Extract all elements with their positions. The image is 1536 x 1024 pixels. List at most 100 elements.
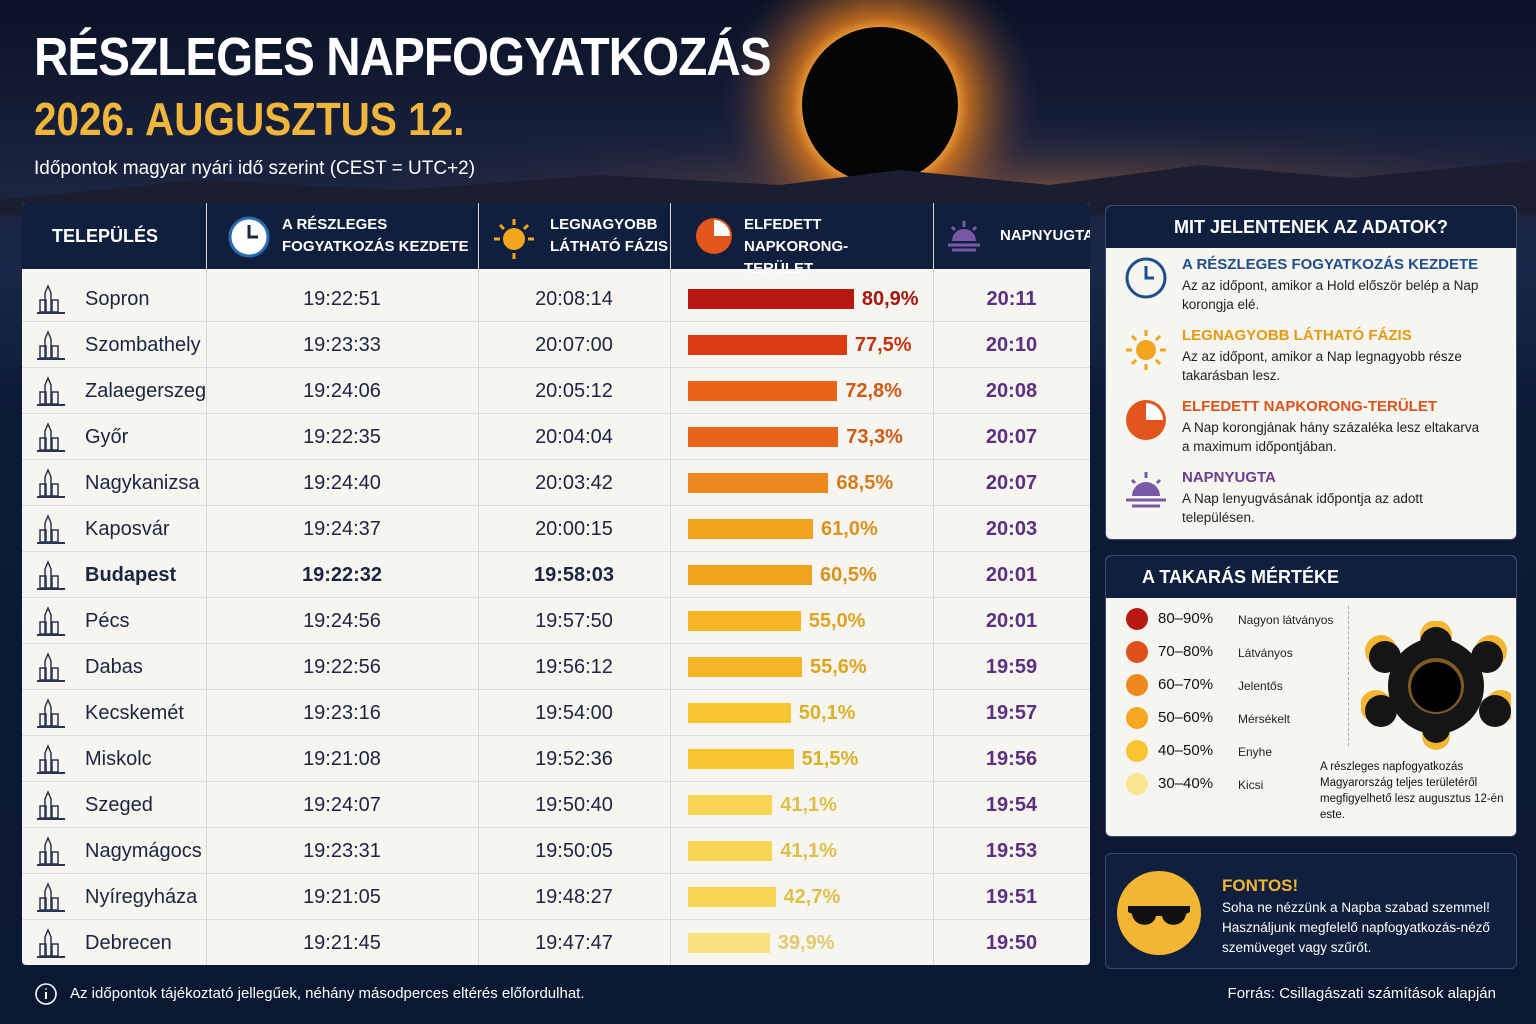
max-time: 20:03:42 xyxy=(535,472,613,494)
explain-panel: MIT JELENTENEK AZ ADATOK? A RÉSZLEGES FO… xyxy=(1105,205,1517,540)
start-time: 19:22:35 xyxy=(303,426,381,448)
city: Szombathely xyxy=(85,334,201,356)
coverage-bar xyxy=(688,703,791,723)
city-icon xyxy=(37,652,65,682)
max-time: 19:54:00 xyxy=(535,702,613,724)
sun-icon xyxy=(494,219,534,259)
info-icon xyxy=(35,983,57,1005)
warning-text: Soha ne nézzünk a Napba szabad szemmel! … xyxy=(1222,900,1490,955)
table-row: Dabas 19:22:56 19:56:12 55,6% 19:59 xyxy=(22,644,1090,690)
coverage-bar xyxy=(688,565,813,585)
coverage-label: 51,5% xyxy=(801,748,859,770)
title: RÉSZLEGES NAPFOGYATKOZÁS xyxy=(34,27,772,87)
city: Budapest xyxy=(85,564,177,586)
coverage-label: 60,5% xyxy=(820,564,877,586)
table-row: Pécs 19:24:56 19:57:50 55,0% 20:01 xyxy=(22,598,1090,644)
table-row: Nagymágocs 19:23:31 19:50:05 41,1% 19:53 xyxy=(22,828,1090,874)
explain-text: Az az időpont, amikor a Nap legnagyobb r… xyxy=(1182,349,1462,383)
column-header: ELFEDETT NAPKORONG-TERÜLET xyxy=(744,216,849,277)
table-row: Szeged 19:24:07 19:50:40 41,1% 19:54 xyxy=(22,782,1090,828)
scale-swatch xyxy=(1126,608,1148,630)
sunset-time: 20:01 xyxy=(985,564,1038,586)
start-time: 19:23:31 xyxy=(303,840,381,862)
scale-range: 60–70% xyxy=(1158,676,1214,693)
table-row: Sopron 19:22:51 20:08:14 80,9% 20:11 xyxy=(22,276,1090,322)
coverage-label: 50,1% xyxy=(798,702,856,724)
column-divider xyxy=(478,203,479,965)
city: Kecskemét xyxy=(85,702,184,724)
start-time: 19:23:33 xyxy=(303,334,381,356)
explain-heading: NAPNYUGTA xyxy=(1182,469,1276,486)
city: Debrecen xyxy=(85,932,172,954)
coverage-bar xyxy=(688,887,776,907)
max-time: 20:04:04 xyxy=(535,426,613,448)
glasses-icon xyxy=(1117,871,1201,955)
sunset-icon xyxy=(948,221,980,252)
scale-swatch xyxy=(1126,674,1148,696)
coverage-label: 55,0% xyxy=(808,610,866,632)
coverage-label: 72,8% xyxy=(845,380,902,402)
scale-range: 40–50% xyxy=(1158,742,1214,759)
coverage-bar xyxy=(688,611,801,631)
max-time: 19:48:27 xyxy=(535,886,613,908)
table-row: Nyíregyháza 19:21:05 19:48:27 42,7% 19:51 xyxy=(22,874,1090,920)
max-time: 20:07:00 xyxy=(535,334,613,356)
panel-title: MIT JELENTENEK AZ ADATOK? xyxy=(1106,206,1516,248)
sunset-time: 19:53 xyxy=(985,840,1038,862)
city: Kaposvár xyxy=(85,518,170,540)
scale-text: Kicsi xyxy=(1238,778,1264,792)
city-icon xyxy=(37,330,65,360)
table-row: Kecskemét 19:23:16 19:54:00 50,1% 19:57 xyxy=(22,690,1090,736)
coverage-label: 41,1% xyxy=(780,794,837,816)
city-icon xyxy=(37,606,65,636)
explain-heading: LEGNAGYOBB LÁTHATÓ FÁZIS xyxy=(1182,327,1412,344)
city: Szeged xyxy=(85,794,153,816)
table-header: TELEPÜLÉS A RÉSZLEGES FOGYATKOZÁS KEZDET… xyxy=(22,203,1090,277)
max-time: 20:08:14 xyxy=(535,288,613,310)
table-row: Budapest 19:22:32 19:58:03 60,5% 20:01 xyxy=(22,552,1090,598)
coverage-bar xyxy=(688,749,794,769)
explain-text: A Nap korongjának hány százaléka lesz el… xyxy=(1182,420,1480,454)
city: Zalaegerszeg xyxy=(85,380,207,402)
max-time: 19:58:03 xyxy=(533,564,615,586)
start-time: 19:21:08 xyxy=(303,748,381,770)
start-time: 19:21:45 xyxy=(303,932,381,954)
coverage-bar xyxy=(688,473,829,493)
sunset-time: 20:01 xyxy=(985,610,1038,632)
sunset-time: 20:03 xyxy=(985,518,1038,540)
scale-swatch xyxy=(1126,641,1148,663)
max-time: 20:00:15 xyxy=(535,518,613,540)
warning-title: FONTOS! xyxy=(1222,876,1299,895)
coverage-bar xyxy=(688,519,814,539)
start-time: 19:24:40 xyxy=(303,472,381,494)
city: Sopron xyxy=(85,288,150,310)
eclipse-illustration xyxy=(1361,621,1511,750)
coverage-bar xyxy=(688,795,773,815)
city: Miskolc xyxy=(85,748,152,770)
sunset-time: 19:56 xyxy=(985,748,1038,770)
table-row: Debrecen 19:21:45 19:47:47 39,9% 19:50 xyxy=(22,920,1090,965)
sunset-time: 19:57 xyxy=(985,702,1038,724)
explain-text: Az az időpont, amikor a Hold először bel… xyxy=(1182,278,1479,312)
table: TELEPÜLÉS A RÉSZLEGES FOGYATKOZÁS KEZDET… xyxy=(22,203,1090,965)
column-divider xyxy=(206,203,207,965)
city-icon xyxy=(37,836,65,866)
city: Győr xyxy=(85,426,129,448)
start-time: 19:22:56 xyxy=(303,656,381,678)
city-icon xyxy=(37,560,65,590)
city: Nagykanizsa xyxy=(85,472,200,494)
coverage-bar xyxy=(688,289,854,309)
coverage-bar xyxy=(688,933,770,953)
table-row: Szombathely 19:23:33 20:07:00 77,5% 20:10 xyxy=(22,322,1090,368)
coverage-label: 42,7% xyxy=(783,886,841,908)
city-icon xyxy=(37,882,65,912)
max-time: 19:50:05 xyxy=(535,840,613,862)
city-icon xyxy=(37,284,65,314)
city: Pécs xyxy=(85,610,130,632)
coverage-label: 80,9% xyxy=(861,288,919,310)
divider xyxy=(1348,606,1349,746)
scale-range: 80–90% xyxy=(1158,610,1214,627)
city-icon xyxy=(37,744,65,774)
table-row: Győr 19:22:35 20:04:04 73,3% 20:07 xyxy=(22,414,1090,460)
